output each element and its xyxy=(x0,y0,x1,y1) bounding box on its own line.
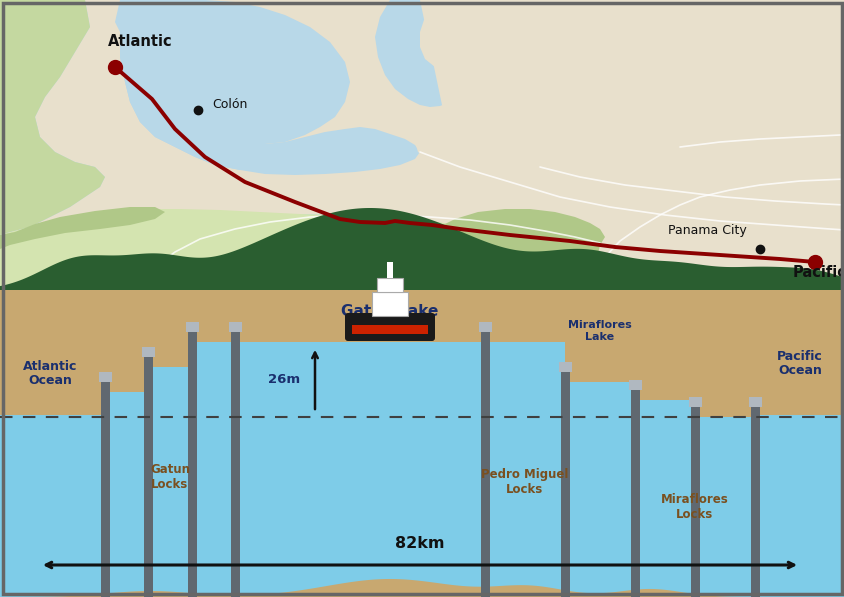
Bar xyxy=(192,342,235,597)
Bar xyxy=(376,278,403,292)
Bar xyxy=(99,372,112,382)
Bar xyxy=(229,322,241,332)
Polygon shape xyxy=(560,44,617,82)
Polygon shape xyxy=(130,214,589,290)
Bar xyxy=(142,347,155,357)
Polygon shape xyxy=(375,0,454,107)
Text: Miraflores
Lake: Miraflores Lake xyxy=(567,320,631,342)
Text: Atlantic: Atlantic xyxy=(108,34,172,49)
Bar xyxy=(754,415,844,597)
Bar xyxy=(634,399,694,597)
Polygon shape xyxy=(115,0,419,175)
Bar xyxy=(235,342,484,597)
Bar xyxy=(694,417,754,597)
Bar xyxy=(688,397,701,407)
Bar xyxy=(371,292,408,316)
Bar xyxy=(748,397,761,407)
Text: Pacific
Ocean: Pacific Ocean xyxy=(776,349,822,377)
Bar xyxy=(750,399,759,597)
Bar xyxy=(0,415,105,597)
Bar xyxy=(230,324,240,597)
Text: Pedro Miguel
Locks: Pedro Miguel Locks xyxy=(481,468,568,496)
Text: 26m: 26m xyxy=(268,373,300,386)
Text: Pacific: Pacific xyxy=(793,265,844,280)
FancyBboxPatch shape xyxy=(344,313,435,341)
Bar xyxy=(186,322,198,332)
Bar xyxy=(187,324,197,597)
Bar xyxy=(484,342,565,597)
Text: Gatun Lake: Gatun Lake xyxy=(341,303,438,319)
Polygon shape xyxy=(409,0,844,290)
Text: Colón: Colón xyxy=(212,99,247,112)
Polygon shape xyxy=(0,208,844,290)
Bar xyxy=(387,262,392,278)
Polygon shape xyxy=(0,0,105,290)
Bar xyxy=(0,0,844,290)
Bar xyxy=(690,399,699,597)
Bar xyxy=(149,367,192,597)
Text: 82km: 82km xyxy=(395,536,444,551)
Bar xyxy=(144,349,153,597)
Polygon shape xyxy=(0,0,105,235)
Text: Panama City: Panama City xyxy=(668,224,746,237)
Bar xyxy=(565,382,634,597)
Polygon shape xyxy=(0,209,844,290)
Text: Gatun
Locks: Gatun Locks xyxy=(150,463,190,491)
Bar xyxy=(0,290,844,597)
Bar xyxy=(559,362,571,372)
Text: Miraflores
Locks: Miraflores Locks xyxy=(660,493,728,521)
Polygon shape xyxy=(0,579,844,597)
Bar xyxy=(352,325,428,334)
Bar xyxy=(101,374,110,597)
Polygon shape xyxy=(0,207,165,290)
Polygon shape xyxy=(414,209,604,290)
Text: Atlantic
Ocean: Atlantic Ocean xyxy=(23,359,77,387)
Bar xyxy=(105,392,149,597)
Bar xyxy=(479,322,491,332)
Bar xyxy=(560,364,570,597)
Bar xyxy=(630,381,639,597)
Bar xyxy=(480,324,490,597)
Polygon shape xyxy=(120,0,349,170)
Bar xyxy=(628,380,641,389)
